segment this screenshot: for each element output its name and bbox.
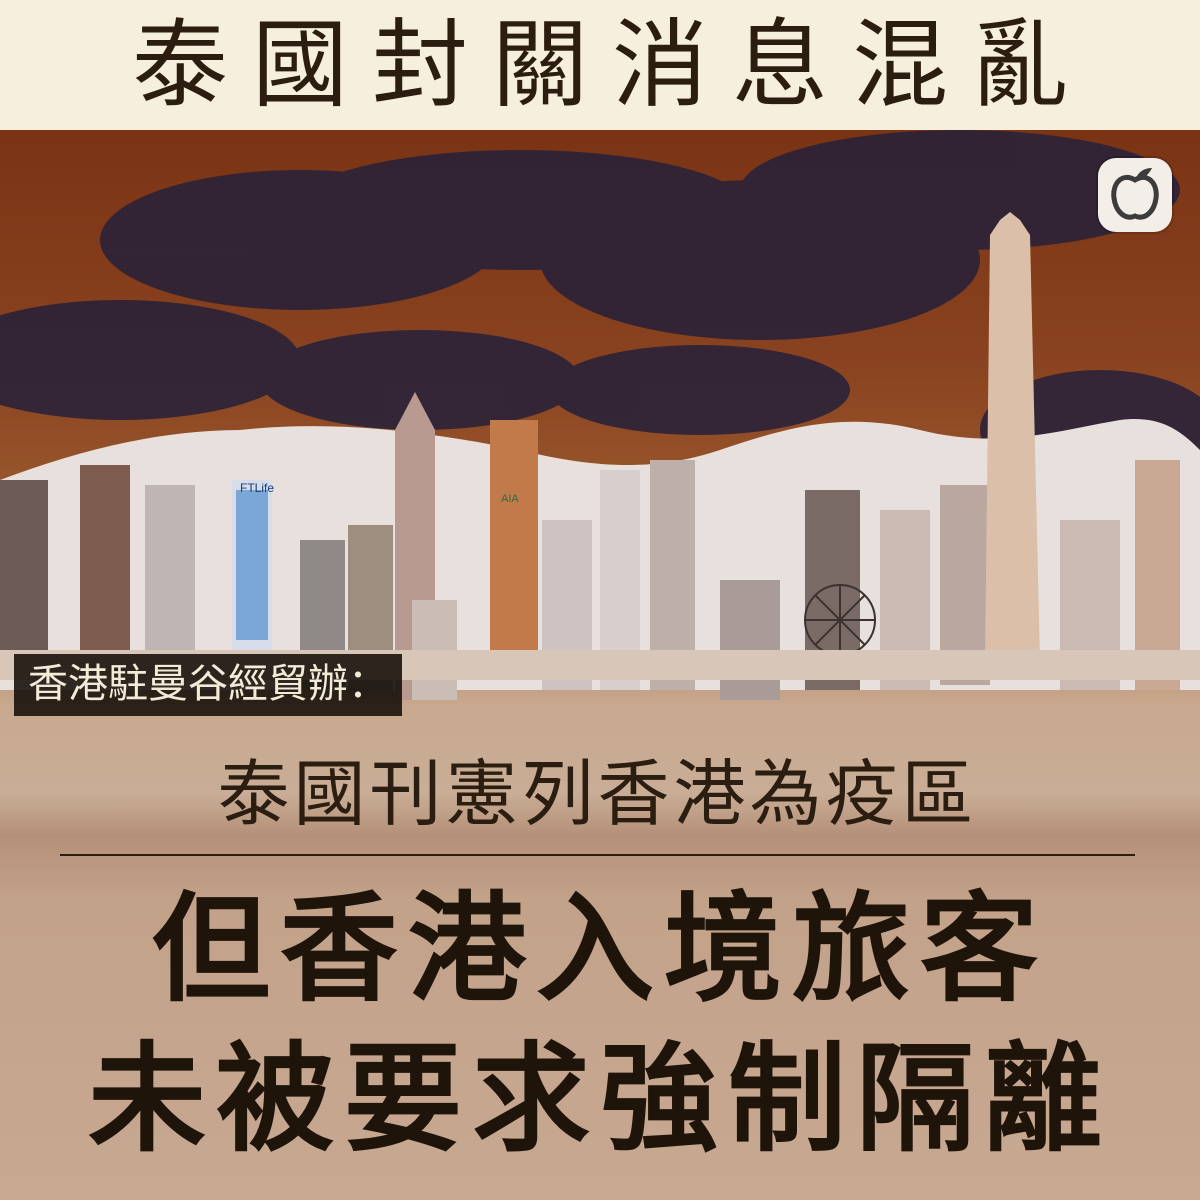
skyline-illustration: FTLife AIA [0,130,1200,700]
headline-title: 泰國封關消息混亂 [132,9,1092,121]
apple-daily-logo-icon [1098,158,1172,232]
ferris-wheel [804,584,876,656]
aia-sign: AIA [501,493,519,505]
clouds [0,130,1200,490]
source-label: 香港駐曼谷經貿辦： [14,654,402,716]
main-headline-line-2: 未被要求強制隔離 [87,1030,1112,1168]
divider [60,854,1135,856]
ftlife-sign: FTLife [240,481,274,495]
headline-bar: 泰國封關消息混亂 [0,0,1200,130]
main-headline-line-1: 但香港入境旅客 [151,880,1048,1018]
skyline-photo: FTLife AIA [0,130,1200,1200]
deck-headline: 泰國刊憲列香港為疫區 [217,752,978,836]
